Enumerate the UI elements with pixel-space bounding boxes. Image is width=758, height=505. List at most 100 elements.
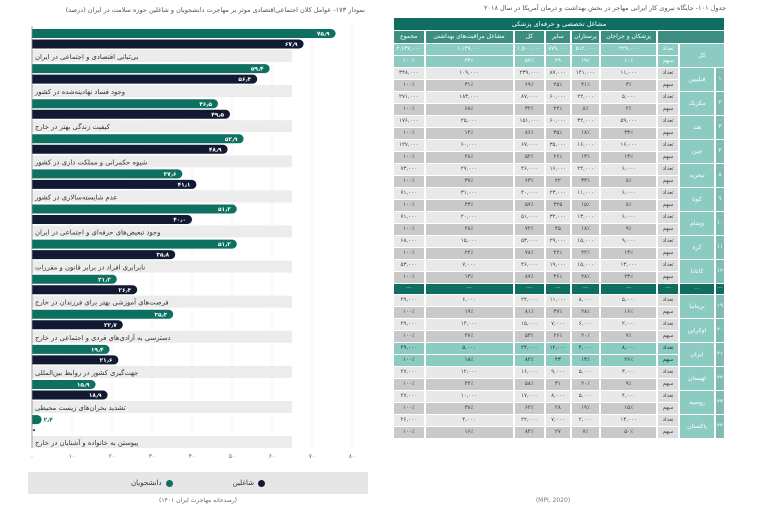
table-row-share: سهم ۱۶٪ ۲۸٪ ۳۷٪ ۸۱٪ ۱۹٪ ۱۰۰٪ bbox=[394, 307, 724, 318]
bar-value-label: ۳۵٫۳ bbox=[154, 311, 167, 318]
rank-cell: ۸ bbox=[716, 164, 724, 187]
bar-employees bbox=[32, 39, 304, 49]
ellipsis-cell: — bbox=[546, 284, 570, 294]
value-cell: ۵۱,۰۰۰ bbox=[514, 212, 544, 223]
category-label: نابرابری افراد در برابر قانون و مقررات bbox=[35, 264, 145, 272]
ellipsis-cell: — bbox=[571, 284, 600, 294]
x-tick-label: ۷۰ bbox=[309, 453, 315, 460]
bar-students bbox=[32, 99, 219, 109]
rank-cell: ۱۰ bbox=[716, 212, 724, 235]
bar-employees bbox=[32, 390, 108, 400]
bar-students bbox=[32, 344, 110, 354]
value-cell: ۱۲,۰۰۰ bbox=[425, 367, 513, 378]
table-row-share: سهم ۱۳٪ ۲۲٪ ۴۲٪ ۷۸٪ ۲۲٪ ۱۰۰٪ bbox=[394, 248, 724, 259]
value-cell: ۹٪ bbox=[601, 379, 656, 390]
value-cell: ۱۰۰٪ bbox=[394, 80, 424, 91]
data-table: مشاغل تخصصی و حرفه‌ای پزشکی پزشکان و جراح… bbox=[392, 17, 726, 439]
value-cell: ۱۵,۰۰۰ bbox=[571, 260, 600, 271]
category-label: تشدید بحران‌های زیست محیطی bbox=[35, 404, 126, 412]
value-cell: ۵۳٪ bbox=[514, 331, 544, 342]
value-cell: ۸٪ bbox=[601, 176, 656, 187]
value-cell: ۷۳,۰۰۰ bbox=[394, 164, 424, 175]
row-type-label: سهم bbox=[658, 403, 678, 414]
value-cell: ۳,۰۰۰ bbox=[601, 367, 656, 378]
chart-legend: شاغلین دانشجویان bbox=[28, 472, 368, 494]
x-tick-label: ۴۰ bbox=[189, 453, 195, 460]
value-cell: ۹٪ bbox=[601, 224, 656, 235]
value-cell: ۷۱,۰۰۰ bbox=[394, 212, 424, 223]
value-cell: ۱۰,۰۰۰ bbox=[425, 391, 513, 402]
bar-value-label: ۴۰٫۰ bbox=[173, 218, 186, 224]
bar-value-label: ۴۹٫۵ bbox=[211, 112, 224, 118]
value-cell: ۲,۰۰۰ bbox=[601, 319, 656, 330]
value-cell: ۱۰۰٪ bbox=[394, 56, 424, 67]
chart-source: (رصدخانه مهاجرت ایران ۱۴۰۱) bbox=[158, 497, 238, 504]
value-cell: ۴۲٪ bbox=[425, 379, 513, 390]
value-cell: ۱۲,۰۰۰ bbox=[546, 343, 570, 354]
table-row-share: سهم ۲۳٪ ۲۸٪ ۳۶٪ ۸۷٪ ۱۳٪ ۱۰۰٪ bbox=[394, 272, 724, 283]
value-cell: ۲۷ bbox=[546, 427, 570, 438]
value-cell: ۱۶,۰۰۰ bbox=[514, 367, 544, 378]
value-cell: ۴۳٪ bbox=[425, 200, 513, 211]
value-cell: ۷٪ bbox=[571, 427, 600, 438]
value-cell: ۱۲۷,۰۰۰ bbox=[394, 140, 424, 151]
x-tick-label: ۸۰ bbox=[349, 453, 355, 460]
value-cell: ۲۹ bbox=[546, 56, 570, 67]
value-cell: ۳۳٪ bbox=[601, 128, 656, 139]
value-cell: ۲٪ bbox=[601, 104, 656, 115]
bar-employees bbox=[32, 109, 230, 119]
category-label-band bbox=[32, 401, 292, 413]
value-cell: ۲۴,۰۰۰ bbox=[514, 295, 544, 306]
value-cell: ۱۵,۰۰۰ bbox=[514, 319, 544, 330]
table-row-share: سهم ۹٪ ۲۰٪ ۳۱ ۵۸٪ ۴۲٪ ۱۰۰٪ bbox=[394, 379, 724, 390]
value-cell: ۲۰٪ bbox=[571, 379, 600, 390]
category-label-band bbox=[32, 260, 292, 273]
value-cell: ۵۷٪ bbox=[514, 200, 544, 211]
value-cell: ۶۷,۰۰۰ bbox=[514, 140, 544, 151]
ellipsis-cell: — bbox=[394, 284, 424, 294]
row-type-label: تعداد bbox=[658, 44, 678, 55]
row-type-label: تعداد bbox=[658, 188, 678, 199]
category-label-band bbox=[32, 190, 292, 203]
row-type-label: سهم bbox=[658, 224, 678, 235]
bar-students bbox=[32, 239, 237, 249]
rank-cell: ۱۹ bbox=[716, 295, 724, 318]
rank-cell: ۲۳ bbox=[716, 391, 724, 414]
value-cell: ۲۶٪ bbox=[546, 331, 570, 342]
value-cell: ۹,۰۰۰ bbox=[601, 236, 656, 247]
bar-students bbox=[32, 204, 237, 214]
table-row-share: سهم ۸٪ ۱۵٪ ۳۲۵ ۵۷٪ ۴۳٪ ۱۰۰٪ bbox=[394, 200, 724, 211]
header-row: مشاغل تخصصی و حرفه‌ای پزشکی bbox=[394, 18, 724, 30]
value-cell: ۱۳٪ bbox=[601, 248, 656, 259]
row-type-label: تعداد bbox=[658, 391, 678, 402]
value-cell: ۲۴,۰۰۰ bbox=[514, 343, 544, 354]
bar-value-label: ۲۱٫۶ bbox=[100, 358, 113, 364]
value-cell: ۶۰,۰۰۰ bbox=[546, 92, 570, 103]
table-row-count: ۱۹ بریتانیا تعداد ۵,۰۰۰ ۸,۰۰۰ ۱۱,۰۰۰ ۲۴,۰۰۰ ۶,۰… bbox=[394, 295, 724, 318]
value-cell: ۲۷,۰۰۰ bbox=[425, 164, 513, 175]
value-cell: ۸۴٪ bbox=[514, 427, 544, 438]
value-cell: ۱۵,۰۰۰ bbox=[425, 236, 513, 247]
ellipsis-cell: — bbox=[601, 284, 656, 294]
row-type-label: تعداد bbox=[658, 116, 678, 127]
value-cell: ۱۹٪ bbox=[571, 56, 600, 67]
value-cell: ۱۰۰٪ bbox=[394, 104, 424, 115]
bar-value-label: ۵۱٫۲ bbox=[218, 207, 231, 213]
row-type-label: تعداد bbox=[658, 415, 678, 426]
value-cell: ۴۱٪ bbox=[571, 80, 600, 91]
row-type-label: سهم bbox=[658, 200, 678, 211]
ellipsis-cell: — bbox=[425, 284, 513, 294]
value-cell: ۴۲٪ bbox=[546, 248, 570, 259]
group-header: مشاغل تخصصی و حرفه‌ای پزشکی bbox=[394, 18, 724, 30]
category-label-band bbox=[32, 155, 292, 168]
value-cell: ۱۶,۰۰۰ bbox=[601, 140, 656, 151]
value-cell: ۷۷۹,۰۰۰ bbox=[546, 44, 570, 55]
value-cell: ۸,۰۰۰ bbox=[571, 295, 600, 306]
legend-item-employees: شاغلین bbox=[233, 479, 266, 487]
category-label: عدم شایسته‌سالاری در کشور bbox=[34, 193, 117, 201]
value-cell: ۲۸٪ bbox=[571, 307, 600, 318]
table-row-count: ۴ چین تعداد ۱۶,۰۰۰ ۱۶,۰۰۰ ۳۵,۰۰۰ ۶۷,۰۰۰ ۶۰,۰۰۰ ۱… bbox=[394, 140, 724, 163]
rank-cell: ۳ bbox=[716, 116, 724, 139]
column-header: کل bbox=[514, 31, 544, 43]
value-cell: ۲۴,۰۰۰ bbox=[571, 164, 600, 175]
